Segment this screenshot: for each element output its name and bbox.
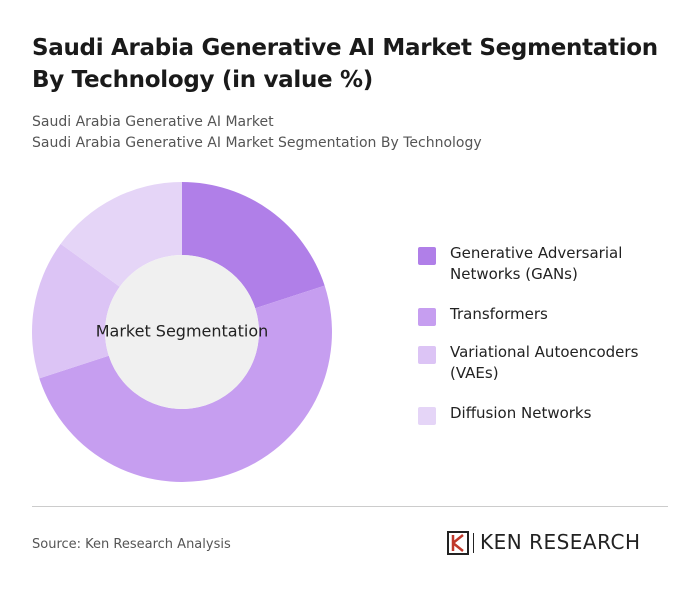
donut-segment <box>60 182 183 287</box>
donut-segment <box>182 182 325 309</box>
legend-label: Transformers <box>450 305 548 323</box>
brand-divider <box>473 533 474 553</box>
legend-label: Diffusion Networks <box>450 404 592 422</box>
legend-swatch <box>418 247 436 265</box>
donut-segment <box>39 285 332 482</box>
subtitle: Saudi Arabia Generative AI Market <box>32 114 274 130</box>
legend-swatch <box>418 308 436 326</box>
separator <box>32 506 668 507</box>
brand-icon <box>447 531 469 555</box>
legend-swatch <box>418 407 436 425</box>
donut-segment <box>32 243 120 379</box>
center-label: Market Segmentation <box>96 322 269 341</box>
chart: Market Segmentation <box>32 182 332 482</box>
legend-swatch <box>418 346 436 364</box>
brand: KEN RESEARCH <box>480 530 641 554</box>
source: Source: Ken Research Analysis <box>32 537 231 552</box>
subtitle: Saudi Arabia Generative AI Market Segmen… <box>32 135 482 151</box>
legend-label: Generative Adversarial Networks (GANs) <box>450 244 623 283</box>
donut-hole <box>105 255 259 409</box>
legend-label: Variational Autoencoders (VAEs) <box>450 343 639 382</box>
chart-title: Saudi Arabia Generative AI Market Segmen… <box>32 35 658 93</box>
